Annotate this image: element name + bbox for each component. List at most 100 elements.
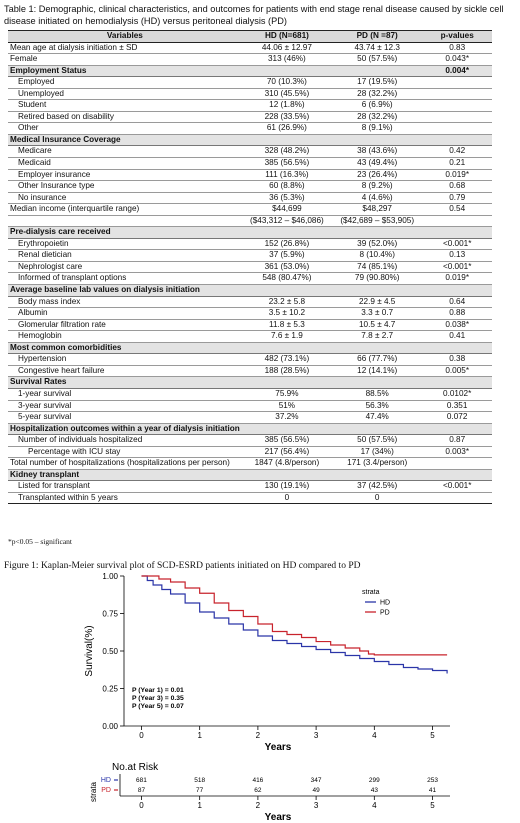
table-cell: 12 (14.1%) [332,365,423,378]
risk-table-x-label: Years [265,812,292,823]
risk-x-tick-label: 1 [197,801,202,810]
table-cell [241,64,333,78]
table-section-row: Survival Rates [8,376,492,389]
table-cell: 0.83 [422,42,492,55]
table-cell: 43.74 ± 12.3 [332,42,423,55]
table-cell: 61 (26.9%) [241,122,333,135]
risk-cell: 518 [194,777,205,784]
row-label: Other Insurance type [8,180,242,193]
table-section-row: Average baseline lab values on dialysis … [8,284,492,297]
table-cell [422,284,492,297]
table-cell: 51% [241,400,333,413]
column-header: PD (N =87) [332,30,423,43]
table-row: Medicaid 385 (56.5%) 43 (49.4%) 0.21 [8,157,492,170]
x-axis-label: Years [265,742,292,753]
table-row: Student 12 (1.8%) 6 (6.9%) [8,99,492,112]
table-row: Informed of transplant options 548 (80.47… [8,272,492,286]
table-row: Congestive heart failure 188 (28.5%) 12 (1… [8,365,492,378]
risk-cell: 77 [196,787,204,794]
table-row: Hypertension 482 (73.1%) 66 (77.7%) 0.38 [8,353,492,366]
table-cell [422,457,492,470]
column-header: HD (N=681) [241,30,333,43]
table-cell: 37.2% [241,411,333,424]
table-caption: Table 1: Demographic, clinical character… [4,4,504,26]
table-row: Hemoglobin 7.6 ± 1.9 7.8 ± 2.7 0.41 [8,330,492,343]
y-axis-label: Survival(%) [84,625,95,676]
table-cell [241,422,333,436]
table-row: Unemployed 310 (45.5%) 28 (32.2%) [8,88,492,101]
table-cell: 43 (49.4%) [332,157,423,170]
table-row: No insurance 36 (5.3%) 4 (4.6%) 0.79 [8,192,492,205]
y-ticks: 0.00 0.25 0.50 0.75 1.00 [102,572,124,731]
annotation-year1: P (Year 1) = 0.01 [132,687,184,694]
table-cell: 0.003* [422,446,492,459]
risk-x-ticks: 0 1 2 3 4 5 [139,796,435,810]
table-cell: 47.4% [332,411,423,424]
risk-x-tick-label: 2 [256,801,261,810]
table-row: 1-year survival 75.9% 88.5% 0.0102* [8,388,492,401]
table-cell: 11.8 ± 5.3 [241,319,333,332]
table-cell: 228 (33.5%) [241,111,333,124]
table-cell: 188 (28.5%) [241,365,333,378]
table-cell: 23 (26.4%) [332,169,423,182]
table-cell [332,422,423,436]
table-cell: 3.5 ± 10.2 [241,307,333,320]
row-label: Total number of hospitalizations (hospit… [8,457,242,470]
risk-cell: 253 [427,777,438,784]
table-cell: 1847 (4.8/person) [241,457,333,470]
row-label: Employed [8,76,242,89]
row-label: Kidney transplant [8,468,242,482]
y-tick-label: 0.50 [102,647,118,656]
risk-cell: 87 [138,787,146,794]
p-value-annotations: P (Year 1) = 0.01 P (Year 3) = 0.35 P (Y… [132,687,184,710]
survival-curve-pd [141,575,448,656]
table-cell [422,468,492,482]
figure-caption: Figure 1: Kaplan-Meier survival plot of … [4,561,361,571]
table-cell [422,341,492,355]
table-cell: <0.001* [422,480,492,493]
table-row: Employer insurance 111 (16.3%) 23 (26.4%) 0… [8,169,492,182]
annotation-year5: P (Year 5) = 0.07 [132,703,184,710]
table-cell [332,468,423,482]
table-cell: 44.06 ± 12.97 [241,42,333,55]
table-cell: 50 (57.5%) [332,53,423,66]
risk-cell: 347 [311,777,322,784]
risk-row-pd-label: PD [101,787,111,794]
x-tick-label: 4 [372,731,377,740]
table-cell: 0.79 [422,192,492,205]
risk-table-title: No.at Risk [112,762,159,773]
table-cell: 28 (32.2%) [332,88,423,101]
table-row: Body mass index 23.2 ± 5.8 22.9 ± 4.5 0.64 [8,296,492,309]
risk-x-tick-label: 0 [139,801,144,810]
risk-table-strata-label: strata [89,781,98,802]
row-label: Employment Status [8,64,242,78]
table-cell: 217 (56.4%) [241,446,333,459]
row-label: Unemployed [8,88,242,101]
row-label: Albumin [8,307,242,320]
table-cell [332,376,423,389]
table-cell: 385 (56.5%) [241,434,333,447]
table-cell: 0.0102* [422,388,492,401]
table-cell: 75.9% [241,388,333,401]
table-cell: 0.019* [422,272,492,286]
table-row: 5-year survival 37.2% 47.4% 0.072 [8,411,492,424]
row-label: Body mass index [8,296,242,309]
table-cell: 37 (5.9%) [241,249,333,262]
row-label: Transplanted within 5 years [8,492,242,505]
x-tick-label: 2 [256,731,261,740]
row-label: 1-year survival [8,388,242,401]
y-tick-label: 1.00 [102,572,118,581]
table-section-row: Most common comorbidities [8,341,492,355]
legend-pd-label: PD [380,610,390,617]
table-cell: 17 (34%) [332,446,423,459]
table-cell: 79 (90.80%) [332,272,423,286]
table-cell: 50 (57.5%) [332,434,423,447]
table-cell: 0.87 [422,434,492,447]
table-cell: 36 (5.3%) [241,192,333,205]
column-header: p-values [422,30,492,43]
risk-cell: 41 [429,787,437,794]
table-header-row: Variables HD (N=681) PD (N =87) p-values [8,30,492,43]
x-tick-label: 3 [314,731,319,740]
table-cell: 10.5 ± 4.7 [332,319,423,332]
